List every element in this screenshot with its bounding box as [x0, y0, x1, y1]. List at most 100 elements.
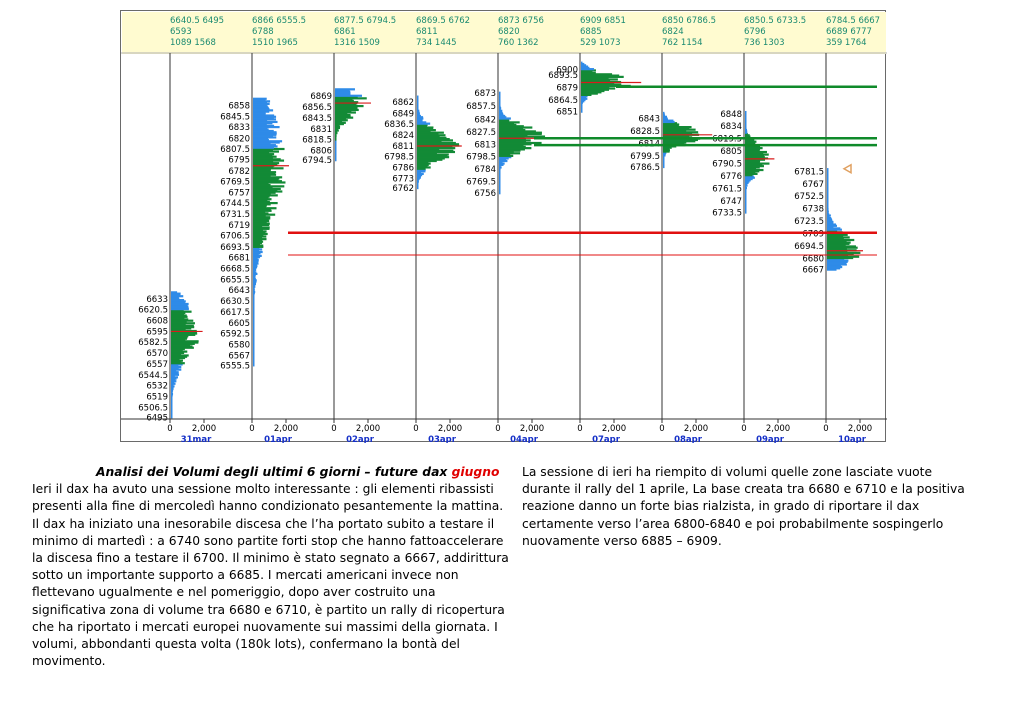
price-label: 6795 [228, 156, 250, 166]
volume-bar [499, 130, 536, 133]
volume-bar [171, 413, 173, 416]
volume-bar [335, 157, 337, 160]
volume-bar [253, 182, 269, 185]
volume-bar [417, 135, 440, 138]
price-label: 6833 [228, 123, 250, 133]
volume-bar [253, 248, 263, 251]
volume-bar [253, 360, 255, 363]
volume-bar [335, 94, 362, 97]
volume-bar [827, 211, 829, 215]
volume-bar [253, 308, 255, 312]
volume-bar [827, 233, 848, 236]
volume-bar [745, 113, 747, 116]
volume-bar [171, 305, 189, 308]
volume-bar [171, 394, 173, 397]
volume-bar [417, 99, 419, 102]
volume-bar [499, 101, 501, 105]
volume-bar [663, 119, 674, 122]
price-label: 6873 [474, 89, 496, 99]
price-label: 6630.5 [220, 297, 250, 307]
volume-bar [827, 265, 843, 269]
volume-bar [253, 314, 255, 317]
volume-bar [171, 333, 196, 336]
volume-bar [253, 297, 255, 300]
price-label: 6767 [802, 180, 824, 190]
volume-bar [171, 399, 173, 402]
price-label: 6819.5 [712, 135, 742, 145]
volume-bar [171, 356, 186, 360]
volume-bar [417, 103, 419, 106]
volume-bar [499, 119, 510, 123]
volume-bar [171, 389, 174, 392]
volume-bar [253, 227, 270, 230]
price-label: 6831 [310, 125, 332, 135]
volume-bar [171, 314, 187, 317]
x-tick-label: 2,000 [438, 424, 462, 434]
volume-bar [253, 333, 255, 336]
session-date-label: 09apr [756, 435, 785, 443]
price-label: 6605 [228, 319, 250, 329]
volume-bar [417, 100, 419, 103]
volume-bar [745, 148, 761, 151]
x-tick-label: 2,000 [848, 424, 872, 434]
volume-bar [253, 344, 255, 348]
volume-bar [417, 163, 429, 166]
price-label: 6856.5 [302, 103, 332, 113]
volume-bar [253, 172, 276, 175]
volume-bar [663, 158, 665, 161]
volume-bar [663, 142, 685, 145]
volume-bar [335, 146, 337, 149]
volume-bar [253, 119, 268, 122]
volume-bar [581, 107, 583, 111]
price-label: 6782 [228, 167, 250, 177]
volume-bar [745, 121, 747, 124]
volume-bar [499, 113, 504, 116]
volume-bar [171, 302, 189, 306]
volume-bar [253, 305, 255, 308]
volume-bar [745, 179, 751, 182]
volume-bar [253, 249, 260, 252]
volume-bar [827, 218, 833, 221]
price-label: 6617.5 [220, 308, 250, 318]
volume-bar [745, 117, 747, 120]
price-label: 6620.5 [138, 306, 168, 316]
volume-bar [253, 351, 255, 354]
volume-bar [171, 374, 175, 378]
volume-bar [335, 90, 351, 94]
volume-bar [745, 189, 747, 192]
volume-bar [827, 251, 861, 254]
triangle-marker [842, 163, 852, 175]
volume-bar [499, 118, 510, 121]
volume-bar [827, 201, 829, 204]
price-label: 6843 [638, 115, 660, 125]
volume-bar [253, 133, 277, 136]
volume-bar [663, 116, 668, 120]
volume-bar [499, 181, 501, 185]
volume-bar [499, 188, 501, 191]
volume-bar [253, 277, 256, 281]
session-date-label: 07apr [592, 435, 621, 443]
volume-bar [417, 165, 428, 168]
volume-bar [171, 318, 189, 321]
volume-bar [827, 247, 847, 251]
volume-bar [417, 154, 448, 157]
price-label: 6592.5 [220, 330, 250, 340]
volume-bar [171, 364, 179, 367]
volume-bar [827, 235, 844, 238]
volume-bar [417, 181, 419, 185]
volume-bar [253, 325, 255, 328]
volume-bar [663, 132, 693, 135]
volume-bar [253, 352, 255, 355]
volume-bar [745, 185, 747, 188]
volume-bar [663, 141, 687, 144]
volume-bar [417, 118, 423, 121]
volume-bar [827, 179, 829, 182]
volume-bar [417, 107, 419, 110]
x-tick-label: 2,000 [520, 424, 544, 434]
session-header-text: 6640.5 6495 [170, 16, 224, 26]
volume-bar [499, 96, 501, 100]
volume-bar [253, 315, 255, 318]
volume-bar [253, 216, 271, 219]
price-label: 6709 [802, 230, 824, 240]
volume-bar [253, 144, 276, 147]
